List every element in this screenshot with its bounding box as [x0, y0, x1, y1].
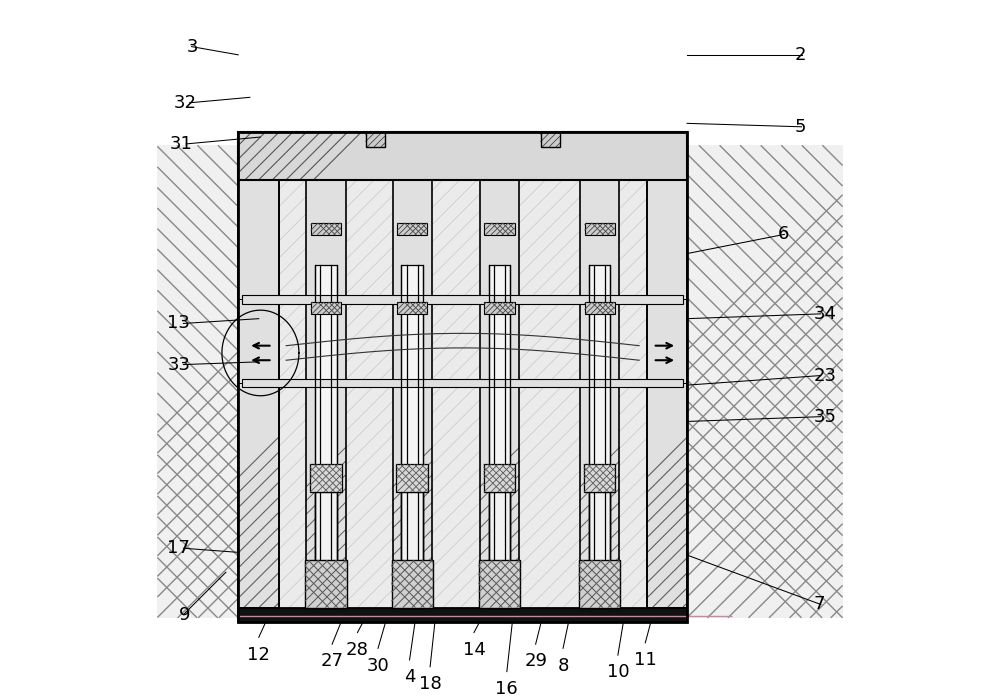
Bar — [238, 180, 279, 607]
Text: 34: 34 — [814, 305, 837, 323]
Bar — [306, 180, 346, 607]
Text: 29: 29 — [524, 652, 547, 670]
Text: 5: 5 — [795, 118, 806, 136]
Text: 12: 12 — [247, 646, 270, 663]
Text: 3: 3 — [187, 38, 198, 56]
Bar — [687, 145, 843, 618]
Bar — [489, 492, 510, 607]
Bar — [585, 302, 615, 314]
Bar — [315, 265, 337, 607]
Bar — [647, 180, 687, 607]
Bar — [366, 131, 385, 147]
Bar — [393, 180, 432, 607]
Text: 17: 17 — [167, 539, 190, 557]
Bar — [541, 131, 560, 147]
Bar — [489, 265, 510, 607]
Bar — [484, 223, 515, 235]
Bar — [397, 302, 427, 314]
Bar — [401, 265, 423, 607]
Text: 30: 30 — [367, 656, 389, 675]
Text: 14: 14 — [463, 641, 485, 658]
Text: 27: 27 — [321, 652, 344, 670]
Bar — [157, 145, 238, 618]
Bar — [305, 561, 347, 607]
Text: 28: 28 — [346, 641, 369, 658]
Text: 2: 2 — [795, 46, 806, 64]
Bar — [397, 223, 427, 235]
Text: 16: 16 — [495, 680, 518, 698]
Text: 31: 31 — [170, 135, 193, 153]
Bar — [480, 180, 519, 607]
Text: 4: 4 — [404, 668, 415, 686]
Text: 33: 33 — [167, 356, 190, 373]
Bar — [480, 180, 519, 607]
Bar — [647, 180, 687, 607]
Text: 18: 18 — [419, 675, 441, 693]
Bar — [579, 561, 620, 607]
Bar — [484, 464, 515, 492]
Bar — [311, 302, 341, 314]
Bar — [484, 302, 515, 314]
Bar — [315, 492, 337, 607]
Bar — [580, 180, 619, 607]
Bar — [589, 265, 610, 607]
Bar — [238, 131, 687, 180]
Bar — [311, 223, 341, 235]
Text: 10: 10 — [607, 663, 629, 682]
Bar — [479, 561, 520, 607]
Text: 35: 35 — [814, 408, 837, 426]
Bar — [238, 607, 687, 622]
Bar — [366, 131, 385, 147]
Bar — [401, 492, 423, 607]
Bar — [584, 464, 615, 492]
Bar — [306, 180, 346, 607]
Text: 23: 23 — [814, 366, 837, 384]
Bar — [589, 265, 610, 607]
Bar — [238, 180, 687, 607]
Bar — [310, 464, 342, 492]
Bar — [489, 265, 510, 607]
Text: 6: 6 — [778, 225, 789, 243]
Bar — [401, 265, 423, 607]
Bar — [242, 379, 683, 387]
Bar — [238, 131, 687, 622]
Bar — [396, 464, 428, 492]
Bar — [242, 295, 683, 304]
Bar — [589, 492, 610, 607]
Text: 7: 7 — [814, 596, 825, 614]
Text: 13: 13 — [167, 315, 190, 333]
Bar — [238, 180, 279, 607]
Bar — [585, 223, 615, 235]
Bar — [315, 265, 337, 607]
Text: 8: 8 — [557, 656, 569, 675]
Bar — [238, 131, 687, 180]
Bar — [580, 180, 619, 607]
Bar — [392, 561, 433, 607]
Text: 11: 11 — [634, 651, 657, 669]
Text: 32: 32 — [173, 94, 196, 112]
Bar — [393, 180, 432, 607]
Text: 9: 9 — [179, 606, 190, 624]
Bar — [541, 131, 560, 147]
